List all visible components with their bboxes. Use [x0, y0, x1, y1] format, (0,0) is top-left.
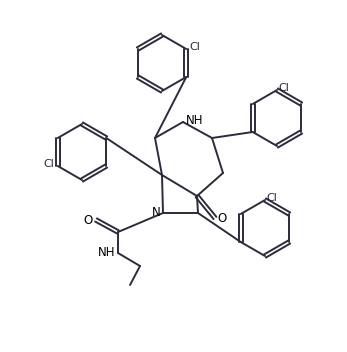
Text: Cl: Cl — [266, 193, 277, 203]
Text: Cl: Cl — [278, 83, 289, 93]
Text: Cl: Cl — [43, 159, 54, 169]
Text: NH: NH — [186, 114, 203, 127]
Text: O: O — [84, 214, 93, 226]
Text: Cl: Cl — [189, 42, 200, 52]
Text: O: O — [217, 212, 226, 225]
Text: N: N — [152, 206, 161, 219]
Text: NH: NH — [98, 246, 115, 259]
